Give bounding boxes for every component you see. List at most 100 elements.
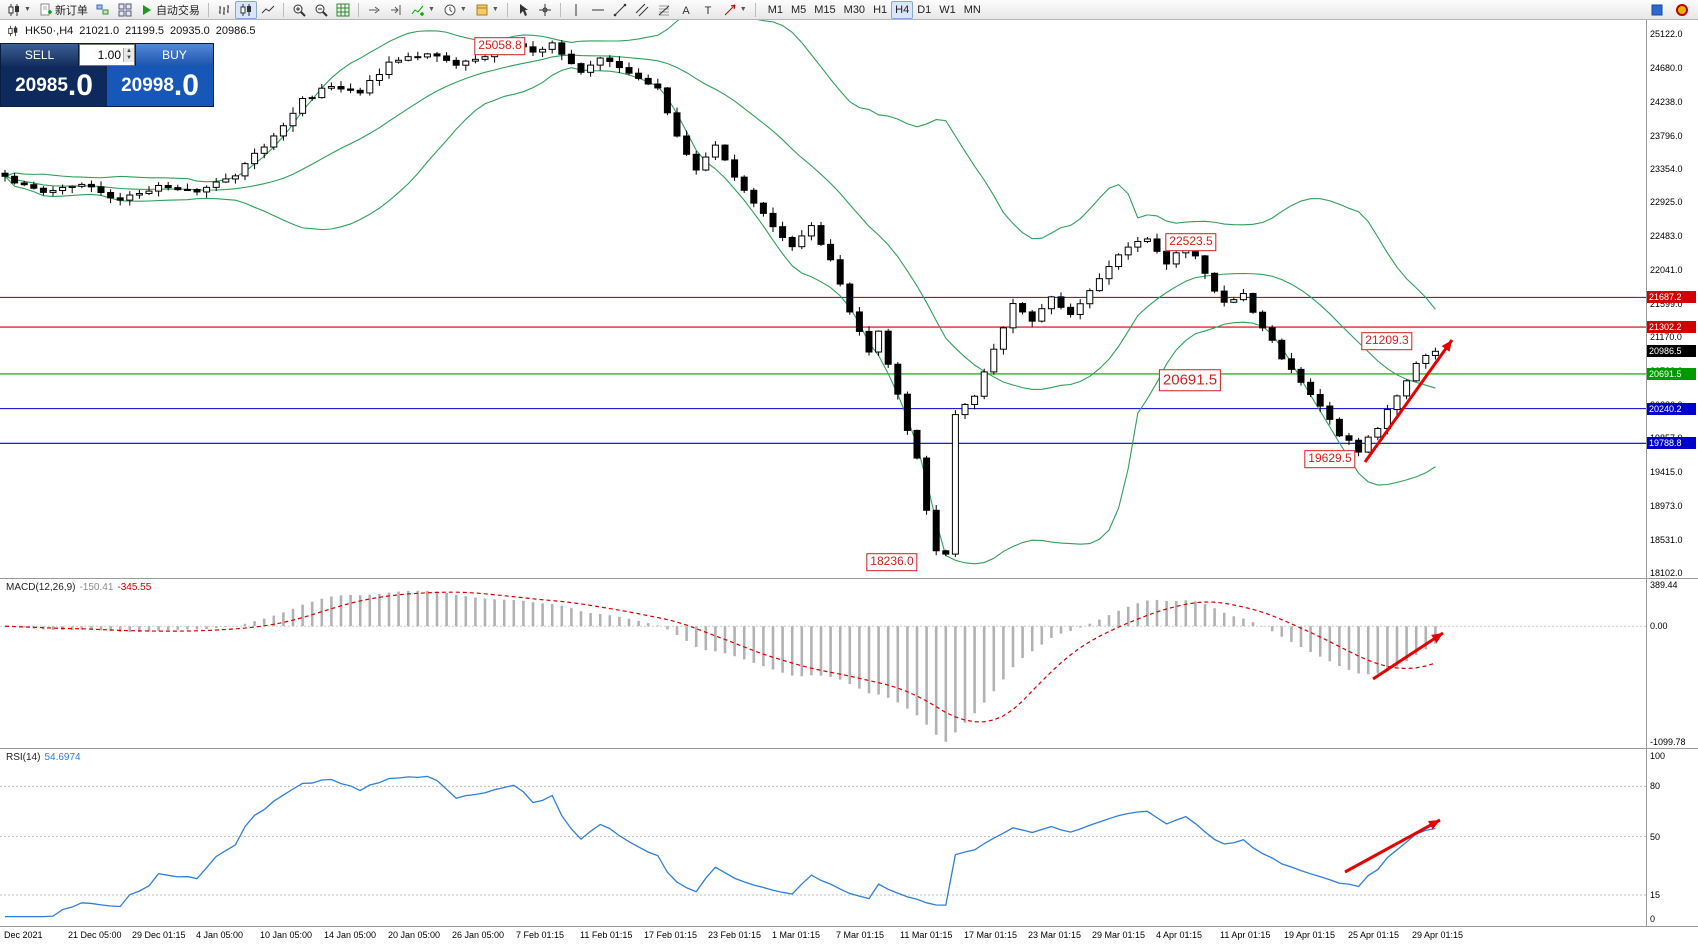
chevron-down-icon: ▼ (739, 6, 747, 13)
price-annotation[interactable]: 25058.8 (474, 37, 526, 55)
candlestick-chart-icon (8, 3, 19, 16)
channel-icon (635, 3, 649, 16)
price-annotation[interactable]: 22523.5 (1165, 233, 1217, 251)
indicators-button[interactable]: ▼ (407, 1, 439, 19)
chart-icon (8, 25, 18, 37)
docs-button[interactable] (1646, 1, 1668, 19)
bollinger-bands (4, 6, 1436, 565)
label-button[interactable]: T (697, 1, 719, 19)
chart-window-button[interactable]: ▼ (3, 1, 35, 19)
window-tile-button[interactable] (114, 1, 136, 19)
price-annotation[interactable]: 18236.0 (866, 553, 918, 571)
book-icon (1651, 4, 1663, 15)
trendline-button[interactable] (609, 1, 631, 19)
zoom-in-button[interactable] (288, 1, 310, 19)
timeframe-button-h4[interactable]: H4 (891, 0, 914, 19)
line-chart-icon (261, 5, 275, 13)
trend-arrows[interactable] (1344, 339, 1454, 874)
new-order-icon (40, 3, 52, 15)
new-order-label: 新订单 (54, 4, 88, 17)
chart-profile-button[interactable] (92, 1, 114, 19)
toolbar-separator (282, 2, 284, 17)
volume-spinner: ▲ ▼ (123, 48, 134, 62)
fibonacci-icon (658, 5, 670, 15)
auto-trading-label: 自动交易 (155, 4, 200, 17)
candles-icon (240, 3, 251, 16)
ask-price-main: 20998 (121, 75, 174, 96)
candles-layer[interactable] (1, 40, 1439, 557)
chevron-down-icon: ▼ (427, 6, 435, 13)
one-click-trading-panel: SELL 1.00 ▲ ▼ BUY 20985.0 20998.0 (0, 43, 214, 107)
ohlc-low: 20935.0 (170, 25, 210, 37)
new-order-button[interactable]: 新订单 (35, 1, 92, 19)
line-chart-button[interactable] (257, 1, 279, 19)
macd-value: -150.41 (79, 582, 114, 593)
trendline-icon (613, 3, 627, 16)
volume-down-button[interactable]: ▼ (124, 55, 134, 62)
toolbar-right-group (1646, 1, 1695, 19)
chart-shift-button[interactable] (385, 1, 407, 19)
volume-up-button[interactable]: ▲ (124, 48, 134, 55)
templates-button[interactable]: ▼ (471, 1, 503, 19)
grid-icon (336, 3, 350, 16)
symbol-period: HK50·,H4 (25, 25, 74, 37)
ohlc-open: 21021.0 (79, 25, 120, 37)
timeframe-button-m15[interactable]: M15 (814, 3, 836, 16)
panel-separators[interactable] (0, 20, 1698, 927)
clock-icon (444, 4, 456, 15)
price-annotation[interactable]: 19629.5 (1304, 450, 1356, 468)
crosshair-button[interactable] (534, 1, 556, 19)
bid-price-main: 20985 (15, 75, 68, 96)
price-annotation[interactable]: 20691.5 (1158, 369, 1222, 391)
timeframe-button-d1[interactable]: D1 (917, 3, 932, 16)
windows-icon (96, 4, 109, 14)
macd-name: MACD(12,26,9) (6, 582, 76, 593)
grid-button[interactable] (332, 1, 354, 19)
text-button[interactable]: A (675, 1, 697, 19)
bar-chart-icon (218, 4, 229, 15)
buy-button[interactable]: BUY (135, 44, 213, 66)
alert-button[interactable] (1671, 1, 1693, 19)
channel-button[interactable] (631, 1, 653, 19)
chart-ohlc-info: HK50·,H4 21021.0 21199.5 20935.0 20986.5 (7, 25, 256, 37)
chevron-down-icon: ▼ (491, 6, 499, 13)
toolbar-separator (207, 2, 209, 17)
ohlc-high: 21199.5 (125, 25, 165, 37)
tile-windows-icon (118, 3, 132, 16)
crosshair-icon (538, 3, 551, 16)
rsi-indicator-label: RSI(14) 54.6974 (6, 752, 81, 763)
timeframe-button-mn[interactable]: MN (963, 3, 981, 16)
macd-signal-line (4, 591, 1436, 723)
rsi-level-lines (0, 785, 1646, 896)
horizontal-lines-layer[interactable] (0, 296, 1646, 444)
svg-text:A: A (682, 5, 690, 17)
volume-value[interactable]: 1.00 (97, 48, 121, 62)
timeframe-button-h1[interactable]: H1 (873, 3, 888, 16)
price-annotation[interactable]: 21209.3 (1361, 332, 1413, 350)
volume-input[interactable]: 1.00 ▲ ▼ (79, 44, 135, 66)
ask-price-frac: .0 (173, 69, 199, 102)
periods-button[interactable]: ▼ (439, 1, 471, 19)
auto-scroll-icon (368, 6, 380, 13)
candle-chart-button[interactable] (234, 0, 257, 19)
chevron-down-icon: ▼ (24, 6, 31, 13)
fibonacci-button[interactable] (653, 1, 675, 19)
vertical-line-button[interactable] (565, 1, 587, 19)
sell-button[interactable]: SELL (1, 44, 79, 66)
timeframe-button-m5[interactable]: M5 (790, 3, 807, 16)
cursor-button[interactable] (512, 1, 534, 19)
auto-trading-button[interactable]: 自动交易 (136, 1, 204, 19)
bid-price: 20985.0 (1, 66, 107, 106)
horizontal-line-button[interactable] (587, 1, 609, 19)
timeframe-button-m30[interactable]: M30 (843, 3, 866, 16)
bar-chart-button[interactable] (213, 1, 235, 19)
auto-scroll-button[interactable] (363, 1, 385, 19)
timeframe-button-w1[interactable]: W1 (939, 3, 956, 16)
zoom-out-button[interactable] (310, 1, 332, 19)
arrow-object-icon (724, 4, 736, 15)
timeframe-button-m1[interactable]: M1 (767, 3, 783, 16)
macd-signal-value: -345.55 (117, 582, 152, 593)
arrows-button[interactable]: ▼ (719, 1, 751, 19)
